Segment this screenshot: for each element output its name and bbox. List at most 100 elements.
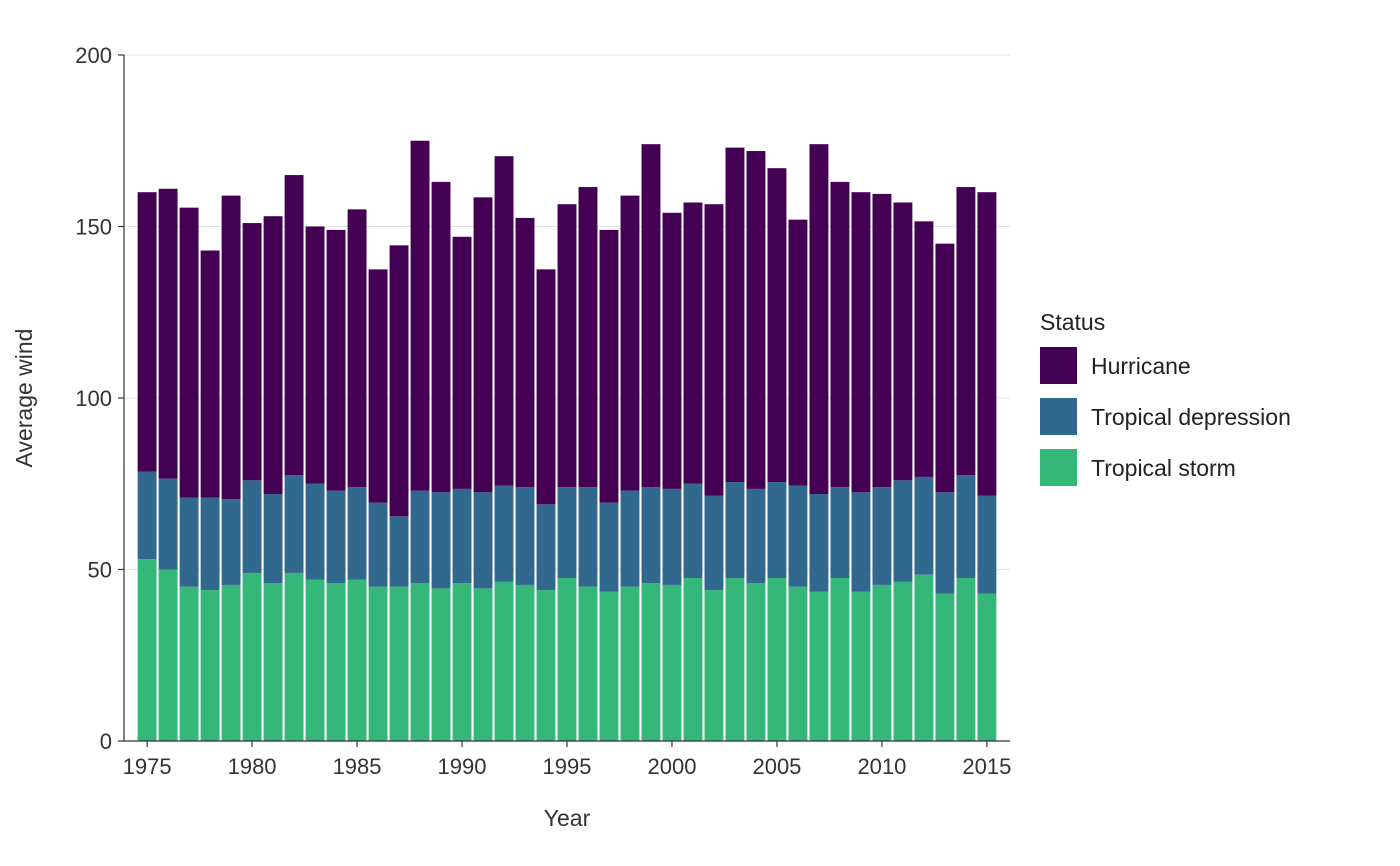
bar-tropical-storm-1992 (494, 581, 514, 741)
bar-tropical-depression-1978 (200, 497, 220, 591)
bar-tropical-storm-1979 (221, 584, 241, 741)
bar-hurricane-2012 (914, 221, 934, 477)
bar-hurricane-1996 (578, 187, 598, 488)
bar-tropical-depression-2015 (977, 495, 997, 594)
legend-swatch-tropical-depression (1040, 398, 1077, 435)
bar-hurricane-1975 (137, 192, 157, 472)
legend-title: Status (1040, 309, 1105, 335)
bar-hurricane-1994 (536, 269, 556, 505)
bars (137, 140, 997, 741)
bar-tropical-depression-2005 (767, 482, 787, 579)
x-tick-label: 1975 (123, 754, 172, 779)
x-axis-title: Year (544, 805, 591, 831)
bar-tropical-depression-1982 (284, 475, 304, 573)
bar-tropical-storm-2010 (872, 584, 892, 741)
bar-tropical-storm-2007 (809, 591, 829, 741)
bar-tropical-storm-1989 (431, 588, 451, 741)
bar-tropical-storm-2003 (725, 578, 745, 741)
y-tick-label: 0 (100, 729, 112, 754)
bar-tropical-depression-1992 (494, 485, 514, 582)
bar-tropical-storm-2009 (851, 591, 871, 741)
bar-tropical-storm-1990 (452, 583, 472, 741)
bar-hurricane-1993 (515, 217, 535, 488)
x-tick-label: 2010 (857, 754, 906, 779)
bar-tropical-storm-2012 (914, 574, 934, 741)
bar-hurricane-1982 (284, 175, 304, 476)
bar-tropical-depression-1998 (620, 490, 640, 587)
bar-hurricane-1990 (452, 236, 472, 489)
bar-hurricane-1983 (305, 226, 325, 484)
bar-tropical-depression-1975 (137, 471, 157, 560)
bar-hurricane-2002 (704, 204, 724, 496)
bar-hurricane-2014 (956, 187, 976, 476)
bar-tropical-depression-2000 (662, 488, 682, 585)
bar-tropical-storm-1995 (557, 578, 577, 741)
bar-tropical-depression-2003 (725, 482, 745, 579)
bar-hurricane-1987 (389, 245, 409, 517)
bar-tropical-storm-1993 (515, 584, 535, 741)
legend: Status Hurricane Tropical depression Tropi… (1040, 309, 1291, 486)
x-tick-label: 1990 (438, 754, 487, 779)
x-tick-label: 1995 (543, 754, 592, 779)
bar-tropical-depression-2012 (914, 476, 934, 575)
y-tick-label: 100 (75, 386, 112, 411)
bar-tropical-storm-1985 (347, 579, 367, 741)
x-ticks: 1975 1980 1985 1990 1995 2000 2005 2010 2015 (123, 741, 1011, 779)
bar-hurricane-1977 (179, 207, 199, 498)
bar-hurricane-2001 (683, 202, 703, 484)
bar-hurricane-1984 (326, 229, 346, 491)
bar-tropical-depression-1996 (578, 487, 598, 587)
bar-tropical-depression-1989 (431, 492, 451, 589)
bar-tropical-storm-2000 (662, 584, 682, 741)
bar-tropical-storm-1976 (158, 569, 178, 741)
bar-tropical-storm-1978 (200, 590, 220, 741)
bar-tropical-depression-1991 (473, 492, 493, 589)
bar-hurricane-1991 (473, 197, 493, 493)
bar-tropical-storm-2011 (893, 581, 913, 741)
bar-hurricane-1989 (431, 181, 451, 493)
legend-label-tropical-storm: Tropical storm (1091, 455, 1236, 481)
bar-tropical-storm-1998 (620, 586, 640, 741)
bar-hurricane-1999 (641, 144, 661, 488)
legend-swatch-hurricane (1040, 347, 1077, 384)
bar-hurricane-2015 (977, 192, 997, 496)
bar-tropical-storm-1980 (242, 572, 262, 741)
bar-tropical-depression-2013 (935, 492, 955, 594)
bar-hurricane-2000 (662, 212, 682, 489)
legend-label-tropical-depression: Tropical depression (1091, 404, 1291, 430)
bar-tropical-depression-2004 (746, 488, 766, 584)
bar-tropical-depression-2006 (788, 485, 808, 587)
y-axis-title: Average wind (11, 329, 37, 468)
bar-tropical-storm-1987 (389, 586, 409, 741)
bar-tropical-depression-1984 (326, 490, 346, 584)
bar-tropical-depression-1981 (263, 494, 283, 584)
bar-tropical-depression-1980 (242, 480, 262, 573)
bar-hurricane-2011 (893, 202, 913, 481)
bar-tropical-storm-2008 (830, 578, 850, 741)
bar-tropical-storm-1975 (137, 559, 157, 741)
bar-tropical-depression-1994 (536, 504, 556, 591)
y-tick-label: 50 (88, 558, 112, 583)
bar-tropical-storm-1982 (284, 572, 304, 741)
bar-hurricane-1986 (368, 269, 388, 503)
bar-tropical-depression-1977 (179, 497, 199, 587)
bar-tropical-depression-2011 (893, 480, 913, 582)
bar-tropical-storm-1996 (578, 586, 598, 741)
bar-tropical-depression-1993 (515, 487, 535, 585)
bar-tropical-storm-2015 (977, 593, 997, 741)
bar-tropical-storm-1981 (263, 583, 283, 741)
bar-tropical-storm-2006 (788, 586, 808, 741)
bar-hurricane-1998 (620, 195, 640, 491)
bar-tropical-depression-1983 (305, 483, 325, 580)
bar-hurricane-2010 (872, 193, 892, 488)
y-tick-label: 150 (75, 215, 112, 240)
bar-hurricane-1978 (200, 250, 220, 498)
bar-tropical-depression-2010 (872, 487, 892, 585)
x-tick-label: 1980 (228, 754, 277, 779)
bar-hurricane-2009 (851, 192, 871, 493)
bar-tropical-depression-2001 (683, 483, 703, 579)
bar-tropical-depression-1987 (389, 516, 409, 587)
bar-tropical-depression-2008 (830, 487, 850, 579)
bar-hurricane-2003 (725, 147, 745, 483)
